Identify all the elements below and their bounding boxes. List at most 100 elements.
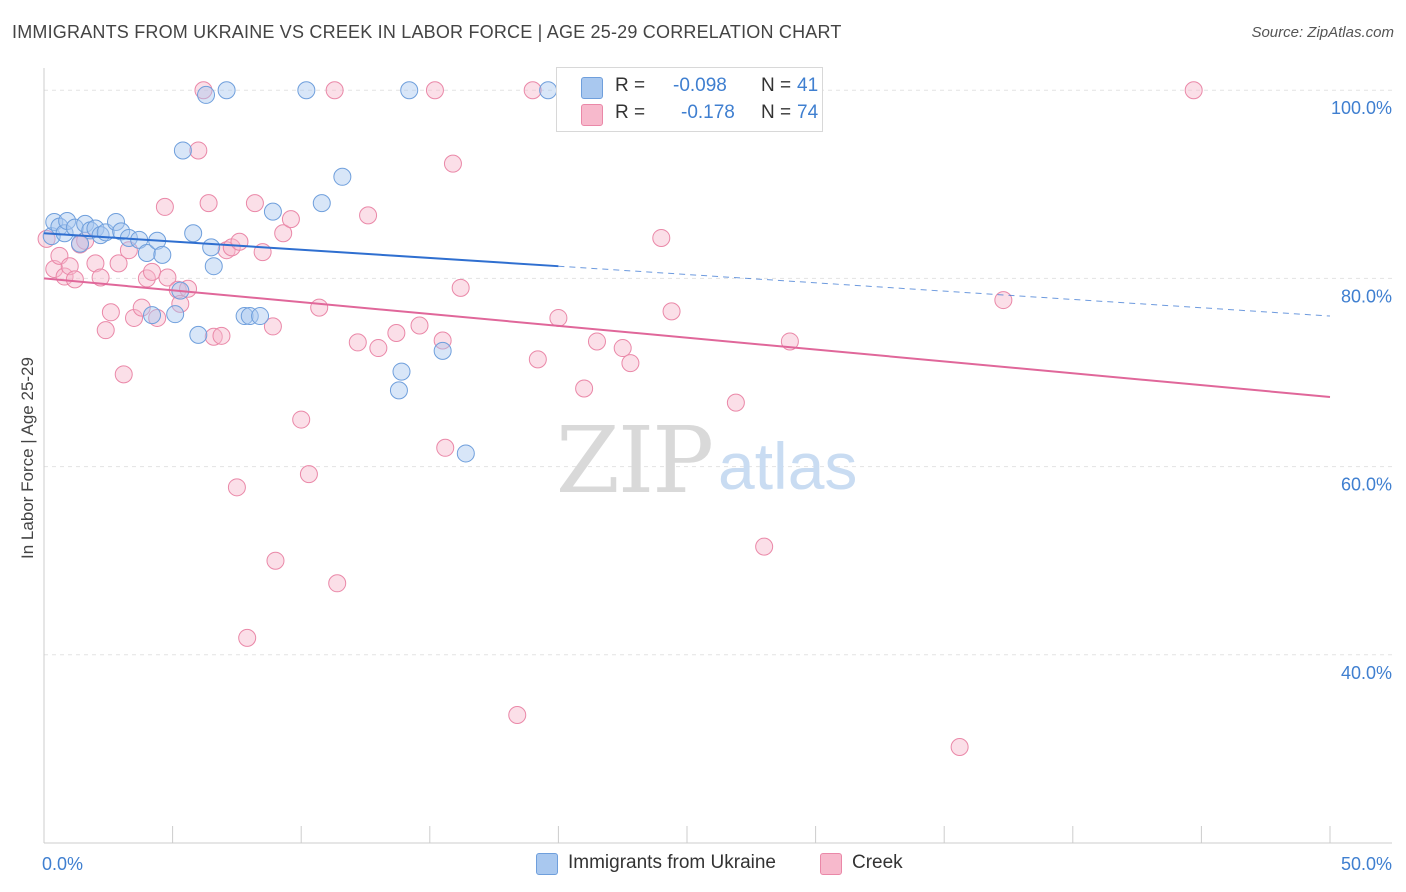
data-point-creek [158,268,177,287]
data-point-creek [726,393,745,412]
data-point-creek [194,81,213,100]
data-point-creek [143,262,162,281]
data-point-ukraine [400,81,419,100]
data-point-creek [189,141,208,160]
data-point-ukraine [107,212,126,231]
y-tick-label: 80.0% [1341,286,1392,306]
data-point-creek [281,210,300,229]
data-point-creek [155,197,174,216]
data-point-creek [443,154,462,173]
data-point-ukraine [202,238,221,257]
data-point-creek [328,574,347,593]
legend-swatch-ukraine [581,77,603,99]
bottom-legend-swatch-creek [820,853,842,875]
trend-line-ukraine-extension [558,265,1331,317]
legend-r-label: R = [615,75,646,96]
data-point-creek [230,232,249,251]
data-point-creek [212,326,231,345]
data-point-creek [523,81,542,100]
data-point-ukraine [112,222,131,241]
data-point-ukraine [251,307,270,326]
bottom-legend-label-creek: Creek [852,852,903,873]
data-point-creek [86,254,105,273]
data-point-creek [132,298,151,317]
data-point-creek [755,537,774,556]
data-point-creek [387,323,406,342]
data-point-creek [549,308,568,327]
data-point-creek [1184,81,1203,100]
data-point-ukraine [217,81,236,100]
trend-line-creek [43,277,1331,398]
y-tick-label: 100.0% [1331,98,1392,118]
data-point-ukraine [91,226,110,245]
gridlines [44,89,1392,656]
data-point-ukraine [189,325,208,344]
data-point-creek [528,350,547,369]
bottom-legend-swatch-ukraine [536,853,558,875]
data-point-creek [292,410,311,429]
tick-labels: 40.0% 60.0% 80.0% 100.0% 0.0% 50.0% [42,98,1392,874]
data-point-creek [508,706,527,725]
legend-n-label: N = [761,102,792,123]
data-point-ukraine [297,81,316,100]
data-point-creek [114,365,133,384]
watermark-zip: ZIP [556,407,712,514]
data-point-creek [125,308,144,327]
data-point-ukraine [389,381,408,400]
data-point-creek [263,317,282,336]
data-point-ukraine [235,307,254,326]
data-point-ukraine [204,257,223,276]
data-point-ukraine [263,202,282,221]
data-point-creek [227,478,246,497]
axes [43,68,1392,844]
data-point-creek [662,302,681,321]
bottom-legend-label-ukraine: Immigrants from Ukraine [568,852,776,873]
data-point-creek [950,738,969,757]
legend-r-label: R = [615,102,646,123]
data-point-creek [652,228,671,247]
data-point-ukraine [58,212,77,231]
legend-r-value-creek: -0.178 [681,102,735,123]
data-point-creek [994,291,1013,310]
data-point-creek [238,628,257,647]
data-point-creek [436,438,455,457]
data-point-creek [410,316,429,335]
data-point-creek [199,194,218,213]
data-point-creek [109,254,128,273]
data-point-creek [274,224,293,243]
data-point-creek [425,81,444,100]
data-point-creek [245,194,264,213]
legend-r-value-ukraine: -0.098 [673,75,727,96]
data-point-creek [348,333,367,352]
data-point-ukraine [539,81,558,100]
y-axis-label: In Labor Force | Age 25-29 [18,357,37,559]
data-point-ukraine [153,245,172,264]
data-point-creek [310,298,329,317]
data-point-creek [148,308,167,327]
stats-legend: R = -0.098 N = 41 R = -0.178 N = 74 [556,67,823,132]
data-point-creek [369,339,388,358]
data-point-creek [299,465,318,484]
data-point-creek [91,268,110,287]
chart-title: IMMIGRANTS FROM UKRAINE VS CREEK IN LABO… [12,22,842,42]
data-point-creek [780,332,799,351]
y-tick-label: 60.0% [1341,475,1392,495]
data-point-ukraine [433,341,452,360]
data-point-ukraine [197,85,216,104]
data-point-creek [325,81,344,100]
watermark: ZIP atlas [556,407,858,514]
data-point-creek [451,278,470,297]
data-point-creek [613,339,632,358]
data-point-ukraine [143,306,162,325]
data-point-creek [266,551,285,570]
data-point-ukraine [392,362,411,381]
data-point-ukraine [312,194,331,213]
data-point-creek [359,206,378,225]
data-point-creek [101,303,120,322]
data-point-creek [621,354,640,373]
data-point-creek [204,327,223,346]
legend-n-value-ukraine: 41 [797,75,819,96]
data-point-creek [65,270,84,289]
data-point-ukraine [166,305,185,324]
data-points [37,81,1203,757]
